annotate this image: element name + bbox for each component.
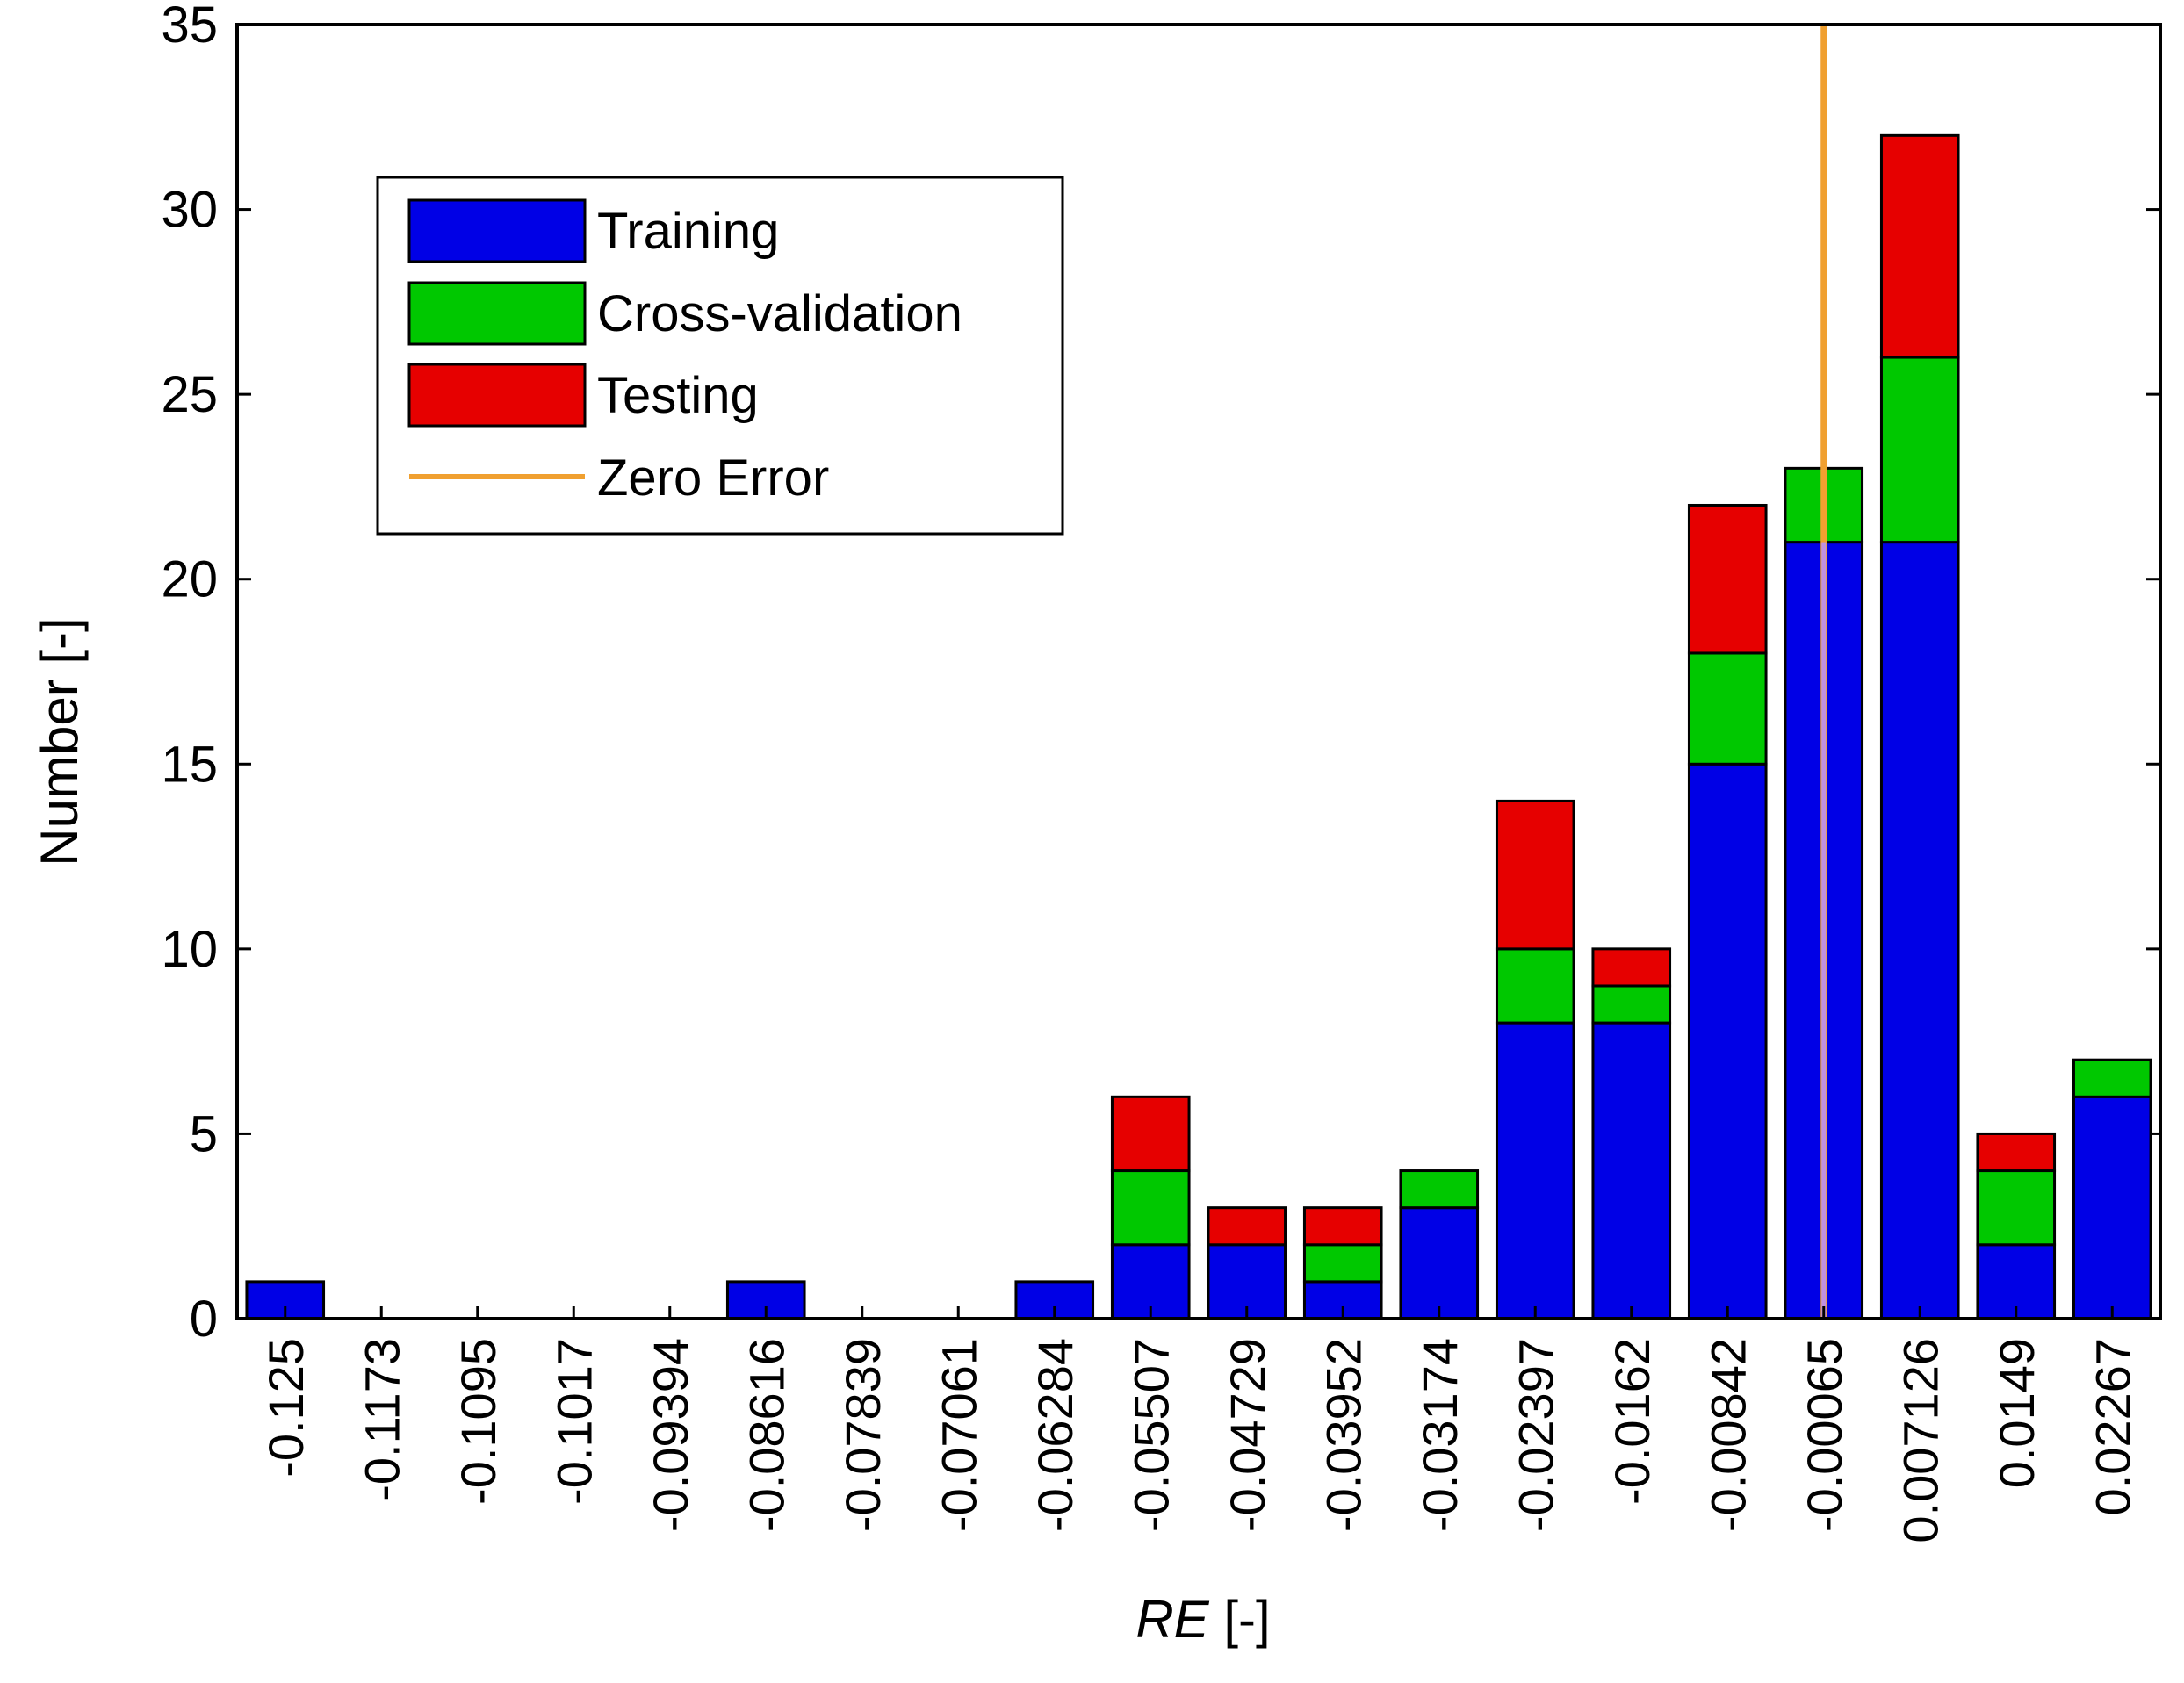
x-tick-label: -0.03174 [1412,1338,1467,1532]
x-tick-label: -0.02397 [1508,1338,1563,1532]
bar-testing-18 [1976,1132,2057,1173]
x-tick-label: -0.07061 [931,1338,986,1532]
bar-training-10 [1207,1243,1287,1320]
bar-testing-15 [1687,503,1768,655]
y-tick-label: 35 [161,0,218,54]
x-tick-label: 0.02267 [2085,1338,2140,1515]
legend-label-training: Training [597,203,779,260]
x-tick-label: -0.05507 [1123,1338,1178,1532]
x-axis: -0.125 -0.1173 -0.1095 -0.1017 -0.09394 -0.08… [258,1306,2140,1543]
bar-cross-validation-14 [1591,984,1672,1025]
bar-cross-validation-18 [1976,1169,2057,1247]
x-tick-label: 0.007126 [1892,1338,1948,1543]
x-tick-label: -0.0162 [1604,1338,1660,1505]
bar-cross-validation-12 [1399,1169,1480,1210]
bar-testing-9 [1110,1095,1191,1173]
x-tick-label: -0.09394 [643,1338,698,1532]
y-tick-label: 0 [190,1291,218,1348]
bar-cross-validation-9 [1110,1169,1191,1247]
bar-testing-14 [1591,947,1672,988]
x-tick-label: -0.1095 [450,1338,506,1505]
bar-cross-validation-17 [1879,356,1960,544]
x-tick-label: -0.1173 [354,1338,409,1501]
x-tick-label: -0.03952 [1315,1338,1371,1532]
bar-testing-17 [1879,133,1960,359]
x-axis-label: RE [-] [1135,1590,1270,1649]
x-tick-label: -0.00842 [1700,1338,1755,1532]
bar-cross-validation-15 [1687,651,1768,766]
y-axis: 0 5 10 15 20 25 30 35 [161,0,2160,1348]
y-tick-label: 10 [161,921,218,978]
x-axis-label-unit: [-] [1209,1590,1271,1649]
x-tick-label: 0.0149 [1989,1338,2044,1488]
bar-training-17 [1879,541,1960,1320]
x-tick-label: -0.08616 [739,1338,794,1532]
bar-training-12 [1399,1206,1480,1320]
legend-label-testing: Testing [597,367,759,424]
legend-swatch-cross-validation [407,281,587,346]
y-axis-label: Number [-] [30,617,89,866]
bar-cross-validation-19 [2072,1058,2152,1098]
bars-group [245,133,2152,1320]
y-tick-label: 15 [161,736,218,793]
bar-training-18 [1976,1243,2057,1320]
x-tick-label: -0.07839 [835,1338,890,1532]
bar-testing-10 [1207,1206,1287,1247]
x-axis-label-italic: RE [1135,1590,1209,1649]
legend-swatch-training [407,198,587,263]
bar-cross-validation-11 [1302,1243,1383,1284]
y-tick-label: 5 [190,1105,218,1162]
y-tick-label: 30 [161,182,218,239]
bar-training-13 [1495,1021,1575,1320]
y-tick-label: 20 [161,551,218,608]
bar-cross-validation-13 [1495,947,1575,1025]
legend-swatch-testing [407,363,587,428]
bar-testing-11 [1302,1206,1383,1247]
legend: Training Cross-validation Testing Zero E… [376,176,1064,536]
x-tick-label: -0.00065 [1797,1338,1852,1532]
bar-training-14 [1591,1021,1672,1320]
legend-label-zero-error: Zero Error [597,450,829,507]
y-tick-label: 25 [161,366,218,423]
x-tick-label: -0.125 [258,1338,314,1478]
x-tick-label: -0.06284 [1027,1338,1083,1532]
bar-testing-13 [1495,799,1575,951]
legend-label-cross-validation: Cross-validation [597,285,962,342]
x-tick-label: -0.04729 [1220,1338,1275,1532]
x-tick-label: -0.1017 [546,1338,602,1505]
bar-training-15 [1687,762,1768,1320]
plot-frame [235,23,2162,1320]
bar-training-19 [2072,1095,2152,1320]
